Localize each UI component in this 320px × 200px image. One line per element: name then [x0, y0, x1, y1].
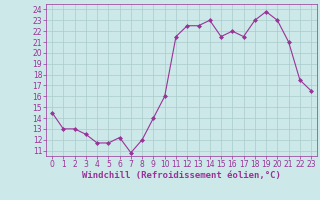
X-axis label: Windchill (Refroidissement éolien,°C): Windchill (Refroidissement éolien,°C): [82, 171, 281, 180]
